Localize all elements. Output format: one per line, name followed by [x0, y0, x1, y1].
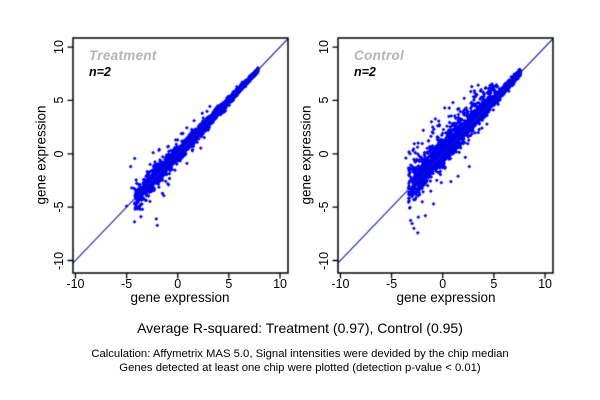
y-tick-label: -10	[52, 251, 66, 270]
x-tick-label: 5	[225, 277, 233, 291]
x-tick-label: 5	[490, 277, 498, 291]
y-tick-label: 5	[52, 96, 66, 104]
control-x-axis-title: gene expression	[396, 290, 496, 305]
x-tick-label: 10	[538, 277, 552, 291]
y-tick-label: -5	[317, 201, 331, 213]
x-tick-label: -10	[331, 277, 350, 291]
r-squared-caption: Average R-squared: Treatment (0.97), Con…	[137, 320, 463, 336]
control-panel-title: Control	[354, 48, 405, 63]
x-tick-label: 0	[174, 277, 182, 291]
treatment-n-label: n=2	[89, 65, 111, 79]
control-y-axis-title: gene expression	[298, 105, 314, 205]
x-tick-label: 10	[273, 277, 287, 291]
y-tick-label: 10	[52, 40, 66, 55]
calculation-footnote: Calculation: Affymetrix MAS 5.0, Signal …	[91, 348, 509, 360]
y-tick-label: 0	[317, 150, 331, 158]
control-n-label: n=2	[354, 65, 376, 79]
y-tick-label: 5	[317, 96, 331, 104]
treatment-y-axis-title: gene expression	[33, 105, 49, 205]
x-tick-label: -10	[66, 277, 85, 291]
x-tick-label: -5	[121, 277, 133, 291]
y-tick-label: 0	[52, 150, 66, 158]
treatment-x-axis-title: gene expression	[130, 290, 230, 305]
y-tick-label: -10	[317, 251, 331, 270]
x-tick-label: 0	[439, 277, 447, 291]
y-tick-label: -5	[52, 201, 66, 213]
detection-footnote: Genes detected at least one chip were pl…	[119, 362, 481, 374]
x-tick-label: -5	[386, 277, 398, 291]
y-tick-label: 10	[317, 40, 331, 55]
treatment-panel-title: Treatment	[89, 48, 157, 63]
